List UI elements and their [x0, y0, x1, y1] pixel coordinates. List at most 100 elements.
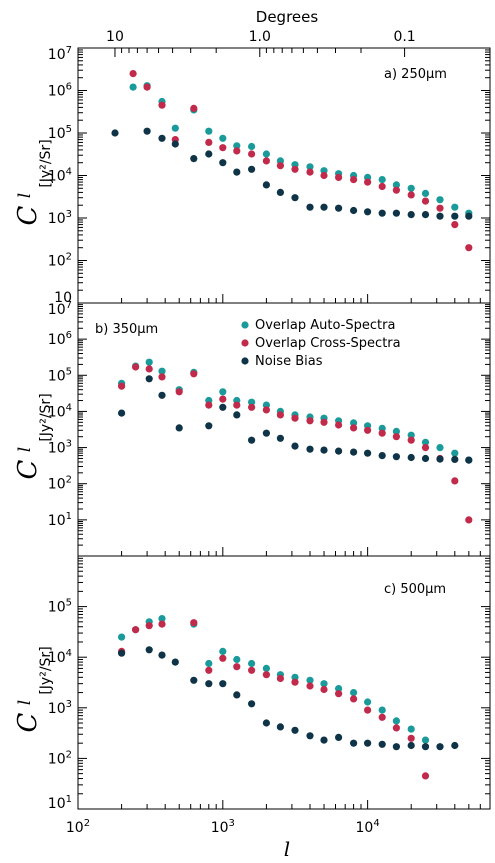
x-tick-label: 103: [211, 818, 235, 836]
data-point-noise: [171, 140, 179, 148]
data-point-noise: [158, 651, 166, 659]
data-point-cross: [421, 772, 430, 780]
data-point-cross: [421, 444, 430, 452]
y-tick-label: 103: [48, 439, 72, 457]
data-point-auto: [129, 83, 137, 91]
data-point-noise: [364, 208, 372, 216]
y-tick-label: 105: [48, 124, 72, 142]
data-point-noise: [436, 455, 444, 463]
data-point-auto: [320, 680, 328, 688]
data-point-noise: [262, 181, 270, 189]
top-tick-label: 0.1: [393, 29, 415, 45]
data-point-auto: [392, 427, 400, 435]
legend-marker: [241, 339, 249, 347]
y-tick-label: 103: [48, 699, 72, 717]
data-point-noise: [392, 453, 400, 461]
data-point-noise: [291, 442, 299, 450]
data-point-cross: [364, 178, 372, 186]
data-point-cross: [205, 401, 213, 409]
data-point-cross: [320, 418, 328, 426]
y-axis-label-subscript: l: [15, 193, 35, 198]
top-tick-label: 10: [106, 29, 124, 45]
data-point-noise: [465, 456, 473, 464]
data-point-auto: [219, 134, 227, 142]
data-point-noise: [233, 411, 241, 419]
data-point-cross: [291, 165, 299, 173]
data-point-noise: [407, 741, 415, 750]
top-axis-title: Degrees: [256, 8, 319, 26]
data-point-noise: [118, 409, 126, 417]
data-point-cross: [219, 395, 227, 403]
data-point-cross: [378, 429, 386, 437]
data-point-noise: [421, 211, 430, 219]
data-point-cross: [364, 706, 372, 714]
data-point-cross: [350, 424, 358, 432]
data-point-noise: [248, 165, 256, 173]
data-point-cross: [276, 162, 284, 170]
data-point-auto: [421, 438, 430, 446]
data-point-cross: [320, 685, 328, 694]
data-point-cross: [143, 83, 151, 91]
data-point-auto: [407, 431, 415, 439]
data-point-noise: [378, 209, 386, 217]
data-point-noise: [205, 680, 213, 688]
data-point-noise: [233, 168, 241, 176]
data-point-noise: [350, 448, 358, 456]
data-point-cross: [350, 695, 358, 703]
panel-label: c) 500μm: [384, 582, 446, 597]
y-axis-label-subscript: l: [15, 700, 35, 705]
data-point-auto: [306, 163, 314, 171]
data-point-noise: [421, 454, 430, 463]
data-point-noise: [436, 743, 444, 751]
data-point-noise: [248, 700, 256, 708]
legend-marker: [241, 357, 249, 365]
data-point-noise: [392, 743, 400, 751]
legend-label: Noise Bias: [255, 354, 323, 369]
data-point-cross: [407, 191, 415, 199]
data-point-noise: [364, 739, 372, 747]
data-point-cross: [378, 713, 386, 721]
data-point-cross: [145, 622, 153, 630]
data-point-cross: [175, 388, 183, 396]
data-point-noise: [233, 691, 241, 699]
x-tick-label: 102: [66, 818, 90, 836]
y-tick-label: 101: [48, 794, 72, 812]
data-point-cross: [276, 411, 284, 419]
data-point-noise: [320, 446, 328, 454]
y-tick-label: 106: [48, 82, 72, 100]
data-point-cross: [392, 724, 400, 732]
data-point-cross: [158, 373, 166, 381]
y-axis-unit: [Jy²/Sr]: [38, 139, 54, 187]
data-point-auto: [248, 142, 256, 151]
data-point-noise: [436, 212, 444, 220]
panel-label: a) 250μm: [384, 67, 447, 82]
data-point-noise: [276, 434, 284, 442]
data-point-auto: [171, 124, 179, 132]
data-point-cross: [306, 417, 314, 425]
data-point-cross: [190, 104, 198, 112]
y-axis-label: C: [13, 459, 43, 479]
x-axis-label: l: [284, 837, 290, 861]
data-point-noise: [158, 134, 166, 142]
data-point-auto: [248, 659, 256, 668]
data-point-cross: [262, 157, 270, 165]
data-point-auto: [335, 685, 343, 693]
data-point-cross: [233, 147, 241, 155]
data-point-cross: [421, 197, 430, 205]
data-point-auto: [436, 196, 444, 204]
data-point-cross: [392, 433, 400, 441]
data-point-auto: [205, 127, 213, 135]
y-tick-label: 102: [48, 475, 72, 493]
data-point-auto: [378, 706, 386, 714]
data-point-auto: [421, 736, 430, 744]
data-point-cross: [248, 666, 256, 674]
data-point-cross: [436, 204, 444, 212]
data-point-cross: [378, 182, 386, 191]
y-tick-label: 104: [48, 648, 72, 666]
data-point-auto: [392, 717, 400, 725]
data-point-cross: [132, 363, 140, 371]
y-tick-label: 106: [48, 330, 72, 348]
data-point-noise: [451, 455, 459, 463]
data-point-cross: [335, 690, 343, 698]
y-tick-label: 103: [48, 209, 72, 227]
